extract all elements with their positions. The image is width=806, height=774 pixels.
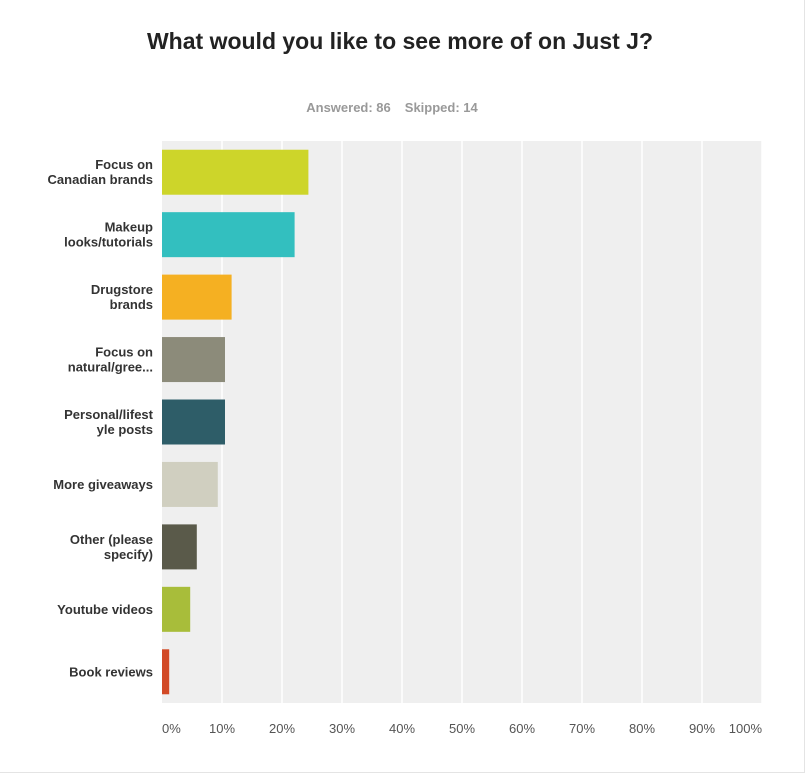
category-label: Personal/lifest yle posts	[64, 407, 154, 437]
bar	[162, 461, 218, 507]
x-tick-label: 20%	[269, 721, 295, 736]
category-label: More giveaways	[53, 477, 153, 492]
category-label: Book reviews	[69, 664, 153, 679]
x-tick-label: 30%	[329, 721, 355, 736]
x-tick-label: 80%	[629, 721, 655, 736]
bar	[162, 586, 191, 632]
x-tick-label: 60%	[509, 721, 535, 736]
category-label: Focus on Canadian brands	[48, 157, 154, 187]
bar	[162, 212, 295, 258]
x-tick-label: 0%	[162, 721, 181, 736]
x-tick-label: 90%	[689, 721, 715, 736]
chart-title: What would you like to see more of on Ju…	[146, 28, 654, 54]
response-stats: Answered: 86 Skipped: 14	[0, 100, 784, 115]
bar	[162, 337, 225, 383]
bar	[162, 274, 232, 320]
category-label: Drugstore brands	[91, 282, 153, 312]
bar	[162, 399, 225, 445]
x-tick-label: 40%	[389, 721, 415, 736]
bar	[162, 524, 197, 570]
x-tick-label: 100%	[729, 721, 763, 736]
x-tick-label: 10%	[209, 721, 235, 736]
bar	[162, 649, 170, 695]
category-label: Makeup looks/tutorials	[64, 220, 153, 250]
category-label: Youtube videos	[57, 602, 153, 617]
bar	[162, 149, 309, 195]
x-tick-label: 50%	[449, 721, 475, 736]
x-tick-label: 70%	[569, 721, 595, 736]
category-label: Other (please specify)	[70, 532, 153, 562]
skipped-count: Skipped: 14	[404, 100, 478, 115]
category-label: Focus on natural/gree...	[68, 345, 153, 375]
answered-count: Answered: 86	[306, 100, 391, 115]
